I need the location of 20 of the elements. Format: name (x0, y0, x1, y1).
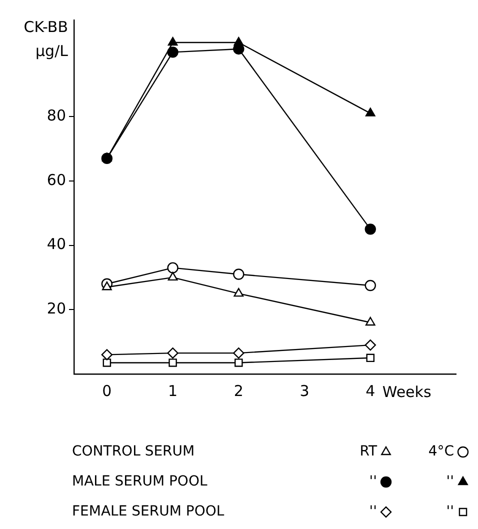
x-axis-title: Weeks (382, 382, 432, 401)
y-tick-label: 80 (46, 106, 66, 124)
x-tick-label: 1 (168, 382, 178, 400)
y-tick-label: 40 (46, 235, 66, 254)
legend-label: RT (360, 444, 378, 460)
legend-label: 4°C (428, 444, 454, 460)
text: CONTROL SERUM (72, 444, 195, 460)
legend-label: '' (369, 504, 377, 520)
legend-label: '' (446, 504, 454, 520)
x-tick-label: 3 (300, 382, 310, 400)
text: MALE SERUM POOL (72, 474, 208, 490)
legend-label: '' (369, 474, 377, 490)
x-tick-label: 2 (234, 382, 244, 400)
x-tick-label: 4 (366, 382, 376, 400)
text: FEMALE SERUM POOL (72, 504, 224, 520)
x-tick-label: 0 (102, 382, 112, 400)
y-axis-title: CK-BB µg/L (24, 18, 69, 60)
legend-label: '' (446, 474, 454, 490)
y-tick-label: 20 (46, 300, 66, 318)
y-tick-label: 60 (46, 170, 66, 189)
